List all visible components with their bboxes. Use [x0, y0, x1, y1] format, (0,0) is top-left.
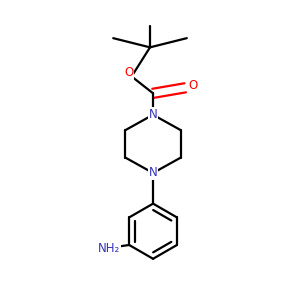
Text: N: N: [149, 167, 158, 179]
Text: O: O: [188, 79, 197, 92]
Text: N: N: [149, 108, 158, 121]
Text: O: O: [124, 66, 133, 79]
Text: NH₂: NH₂: [98, 242, 120, 255]
